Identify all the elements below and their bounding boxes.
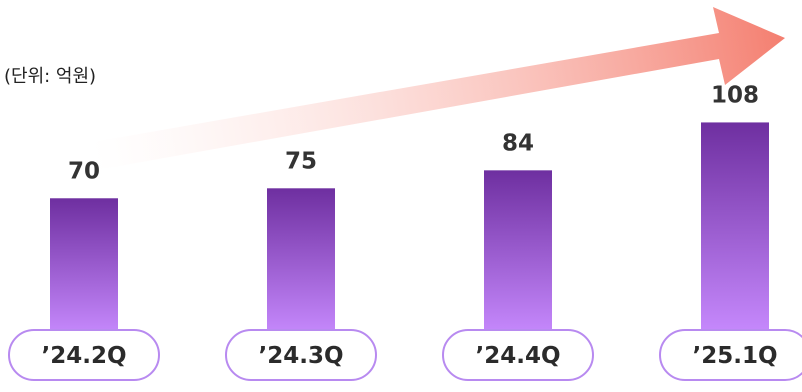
bars-layer [50,122,769,338]
category-label: ’24.4Q [475,343,560,369]
category-label: ’25.1Q [692,343,777,369]
category-pill [659,329,802,381]
value-label: 70 [68,158,100,184]
category-label: ’24.2Q [41,343,126,369]
value-labels-layer: 70 75 84 108 [68,82,759,184]
category-label: ’24.3Q [258,343,343,369]
category-pill [8,329,160,381]
bar [484,170,552,338]
value-label: 84 [502,130,534,156]
trend-arrow [93,7,785,170]
category-pill [442,329,594,381]
bar [267,188,335,338]
value-label: 75 [285,148,317,174]
value-label: 108 [711,82,759,108]
category-axis: ’24.2Q ’24.3Q ’24.4Q ’25.1Q [8,329,802,381]
unit-label: (단위: 억원) [4,66,96,87]
category-pill [225,329,377,381]
bar [701,122,769,338]
bar [50,198,118,338]
